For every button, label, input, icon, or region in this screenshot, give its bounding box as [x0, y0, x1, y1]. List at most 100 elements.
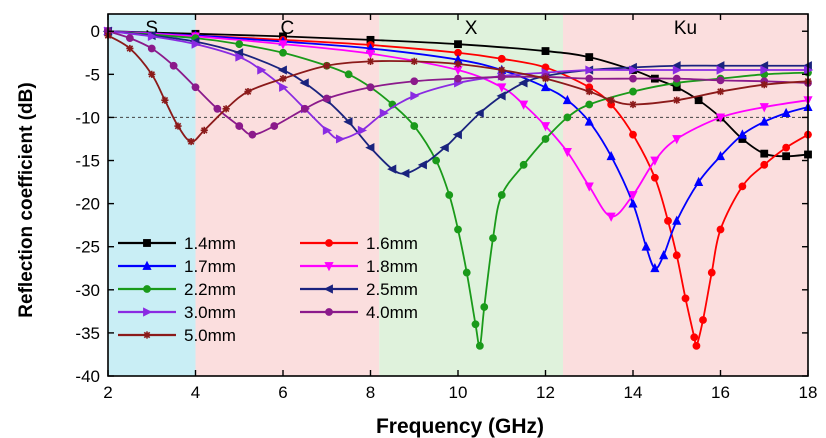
x-tick-label: 14 — [624, 383, 643, 402]
data-point-3-0mm — [143, 307, 153, 317]
data-point-4-0mm — [213, 104, 222, 113]
data-point-1-6mm — [629, 130, 637, 139]
data-point-3-0mm — [585, 65, 595, 75]
y-tick-label: -15 — [75, 152, 100, 171]
data-point-1-8mm — [324, 262, 334, 272]
data-point-5-0mm — [498, 66, 506, 74]
data-point-2-2mm — [497, 191, 506, 199]
legend-item-1-6mm: 1.6mm — [300, 234, 418, 253]
data-point-3-0mm — [191, 39, 201, 49]
y-tick-label: -25 — [75, 238, 100, 257]
legend-item-1-8mm: 1.8mm — [300, 257, 418, 276]
data-point-2-5mm — [277, 65, 287, 75]
data-point-1-8mm — [606, 212, 616, 222]
data-point-1-6mm — [707, 268, 716, 277]
data-point-3-0mm — [279, 82, 289, 92]
data-point-5-0mm — [541, 75, 550, 83]
legend-item-5-0mm: 5.0mm — [118, 326, 236, 345]
data-point-2-2mm — [541, 135, 550, 143]
data-point-5-0mm — [410, 57, 418, 66]
legend-item-4-0mm: 4.0mm — [300, 303, 418, 322]
data-point-1-7mm — [659, 250, 669, 260]
legend-label: 1.8mm — [366, 257, 418, 276]
data-point-5-0mm — [222, 105, 230, 113]
data-point-4-0mm — [235, 122, 244, 130]
series-line-1-8mm — [107, 30, 809, 218]
data-point-1-7mm — [606, 150, 616, 161]
data-point-3-0mm — [235, 52, 245, 62]
data-point-1-4mm — [585, 53, 594, 61]
data-point-1-6mm — [738, 182, 747, 191]
x-tick-label: 2 — [103, 383, 112, 402]
legend-label: 1.4mm — [184, 234, 236, 253]
data-point-2-2mm — [629, 87, 637, 96]
data-point-5-0mm — [366, 57, 375, 66]
data-point-2-2mm — [235, 40, 244, 49]
data-point-2-2mm — [585, 100, 594, 109]
data-point-2-2mm — [454, 225, 462, 234]
legend-item-3-0mm: 3.0mm — [118, 303, 236, 322]
data-point-4-0mm — [169, 61, 178, 70]
data-point-4-0mm — [410, 77, 419, 86]
data-point-3-0mm — [357, 125, 368, 135]
band-label-x: X — [465, 18, 478, 39]
data-point-2-5mm — [387, 164, 397, 174]
data-point-2-5mm — [323, 284, 333, 294]
data-point-1-8mm — [519, 100, 529, 110]
data-point-5-0mm — [279, 75, 287, 83]
data-point-3-0mm — [672, 65, 683, 75]
data-point-2-2mm — [279, 48, 287, 57]
data-point-3-0mm — [257, 65, 267, 75]
x-tick-label: 8 — [366, 383, 375, 402]
data-point-2-5mm — [400, 168, 410, 179]
data-point-1-8mm — [497, 83, 507, 93]
data-point-1-7mm — [737, 129, 747, 139]
data-point-1-6mm — [782, 143, 791, 152]
y-tick-label: -30 — [75, 281, 100, 300]
data-point-4-0mm — [248, 130, 257, 139]
data-point-4-0mm — [454, 74, 462, 83]
data-point-1-8mm — [715, 113, 726, 123]
data-point-2-2mm — [489, 234, 497, 242]
legend-item-2-5mm: 2.5mm — [300, 280, 418, 299]
data-point-2-5mm — [299, 78, 309, 88]
data-point-1-7mm — [694, 176, 704, 186]
data-point-1-4mm — [694, 96, 703, 105]
data-point-3-0mm — [379, 108, 389, 118]
data-point-5-0mm — [174, 122, 182, 130]
y-tick-label: -40 — [75, 367, 100, 386]
data-point-2-5mm — [365, 143, 375, 153]
data-point-2-2mm — [344, 70, 353, 79]
data-point-3-0mm — [335, 134, 346, 144]
y-tick-label: -20 — [75, 195, 100, 214]
data-point-1-7mm — [628, 198, 638, 208]
data-point-1-4mm — [760, 149, 769, 158]
data-point-1-8mm — [365, 49, 376, 59]
series-line-4-0mm — [107, 30, 809, 136]
data-point-1-8mm — [562, 148, 572, 158]
data-point-1-6mm — [650, 173, 659, 182]
data-point-1-7mm — [715, 150, 726, 161]
data-point-4-0mm — [191, 83, 200, 92]
data-point-1-6mm — [716, 225, 725, 234]
data-point-4-0mm — [716, 76, 725, 85]
data-point-5-0mm — [143, 331, 151, 339]
data-point-2-2mm — [475, 341, 484, 350]
data-point-1-8mm — [650, 156, 660, 166]
data-point-1-4mm — [782, 152, 791, 161]
legend: 1.4mm 1.6mm 1.7mm 1.8mm 2.2mm 2.5mm 3.0mm 4.0mm… — [118, 234, 418, 345]
data-point-1-8mm — [672, 135, 682, 145]
y-tick-label: -10 — [75, 108, 100, 127]
x-tick-label: 16 — [711, 383, 730, 402]
data-point-4-0mm — [497, 73, 506, 81]
data-point-5-0mm — [629, 100, 637, 109]
data-point-1-6mm — [681, 294, 690, 303]
data-point-2-5mm — [417, 160, 427, 170]
data-point-5-0mm — [716, 87, 725, 96]
data-point-4-0mm — [270, 122, 279, 130]
x-tick-label: 10 — [449, 383, 468, 402]
legend-label: 4.0mm — [366, 303, 418, 322]
data-point-2-2mm — [432, 156, 441, 165]
data-point-3-0mm — [629, 65, 639, 75]
data-point-4-0mm — [325, 308, 333, 316]
